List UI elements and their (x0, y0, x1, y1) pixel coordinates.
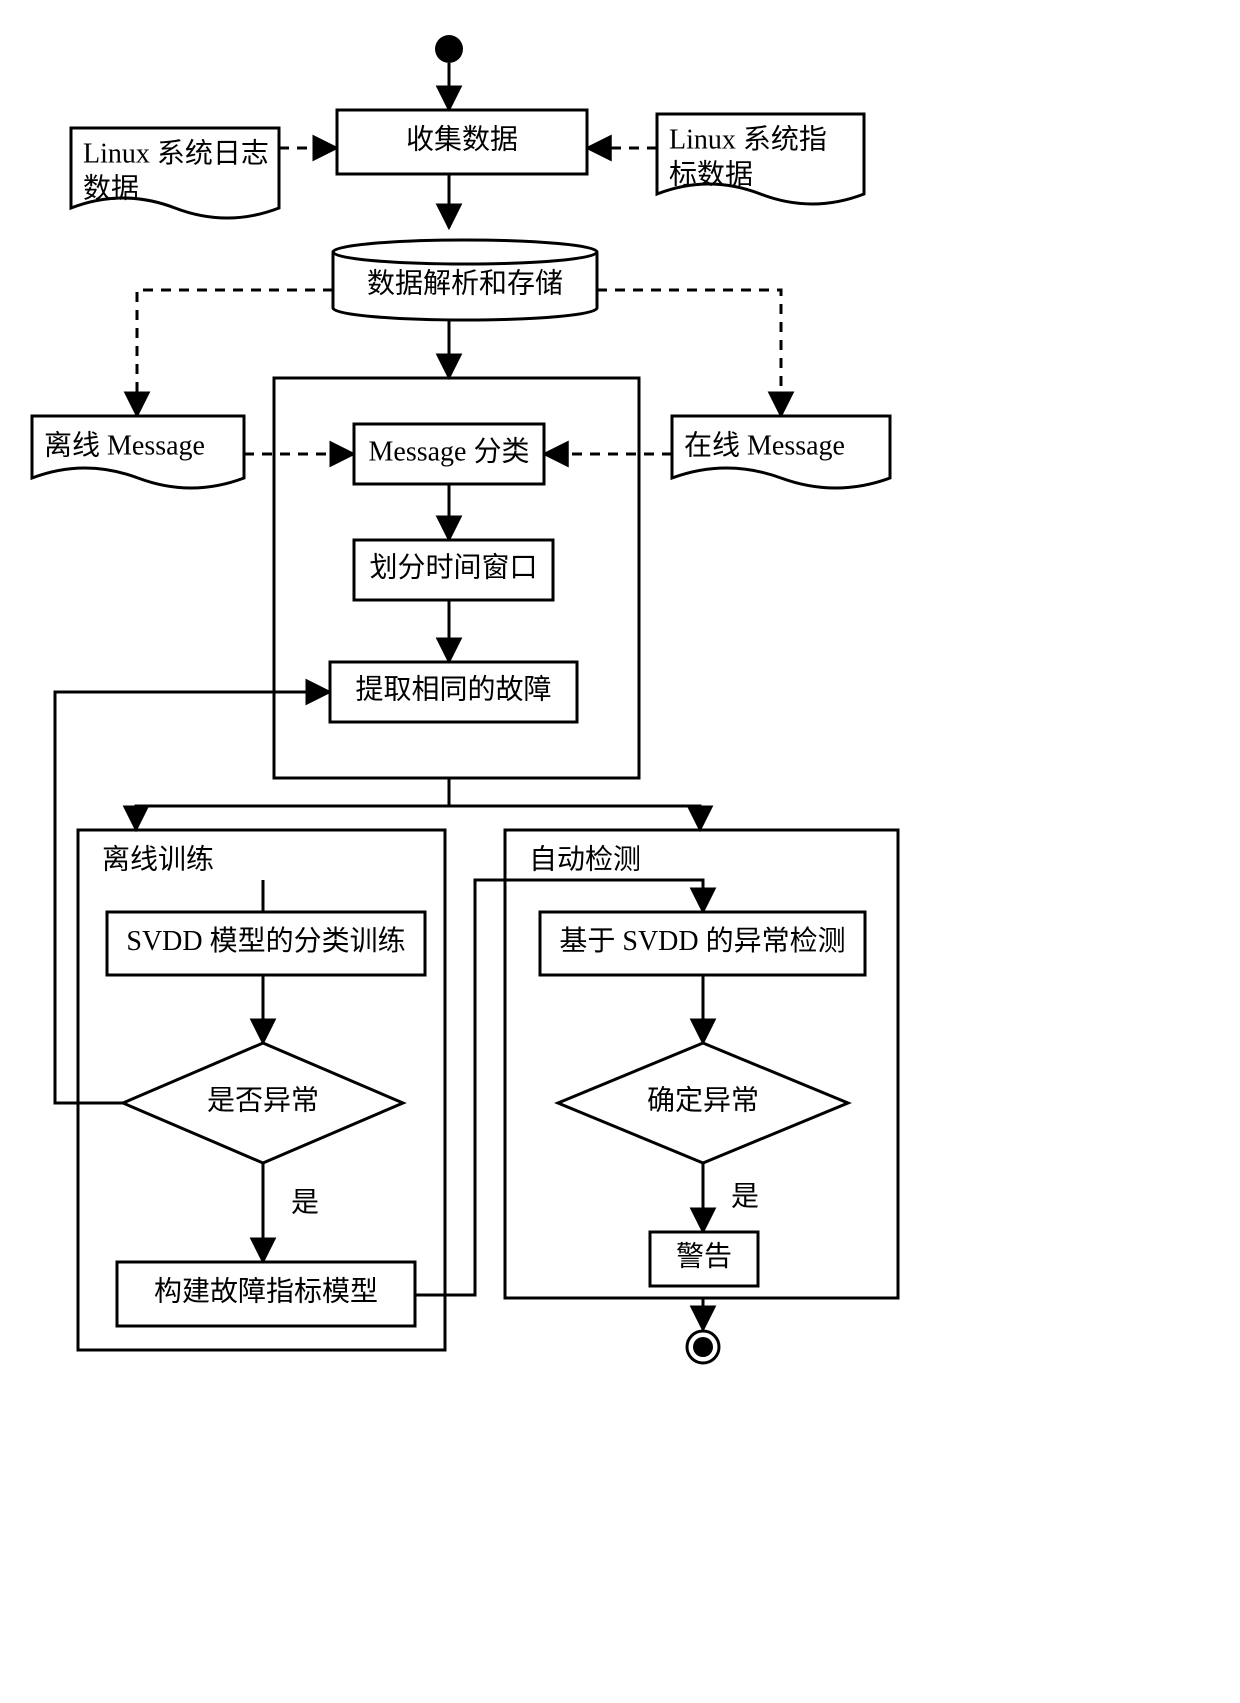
edge (449, 806, 700, 830)
svg-text:确定异常: 确定异常 (647, 1084, 759, 1116)
svg-text:离线 Message: 离线 Message (44, 429, 205, 461)
svg-text:Linux 系统日志: Linux 系统日志 (83, 137, 269, 169)
edge (597, 290, 781, 416)
container-title: 离线训练 (102, 843, 214, 875)
svg-text:提取相同的故障: 提取相同的故障 (355, 673, 551, 705)
svg-text:Linux 系统指: Linux 系统指 (669, 123, 827, 155)
container-title: 自动检测 (529, 843, 641, 875)
svg-text:Message 分类: Message 分类 (369, 435, 530, 467)
edge (137, 290, 333, 416)
edge (55, 692, 330, 1103)
svg-text:是否异常: 是否异常 (207, 1084, 319, 1116)
svg-text:构建故障指标模型: 构建故障指标模型 (154, 1275, 378, 1307)
svg-text:标数据: 标数据 (669, 158, 753, 190)
svg-text:基于 SVDD 的异常检测: 基于 SVDD 的异常检测 (559, 925, 845, 957)
edge (136, 778, 449, 830)
svg-text:在线 Message: 在线 Message (684, 429, 845, 461)
svg-text:警告: 警告 (676, 1240, 732, 1272)
edge-label: 是 (731, 1181, 759, 1212)
svg-text:收集数据: 收集数据 (406, 123, 518, 155)
svg-text:划分时间窗口: 划分时间窗口 (369, 551, 537, 583)
svg-text:数据解析和存储: 数据解析和存储 (367, 267, 563, 299)
node-start (435, 35, 463, 63)
edge-label: 是 (291, 1187, 319, 1218)
svg-text:SVDD 模型的分类训练: SVDD 模型的分类训练 (126, 925, 405, 957)
node-end (687, 1331, 719, 1363)
svg-text:数据: 数据 (83, 172, 139, 204)
